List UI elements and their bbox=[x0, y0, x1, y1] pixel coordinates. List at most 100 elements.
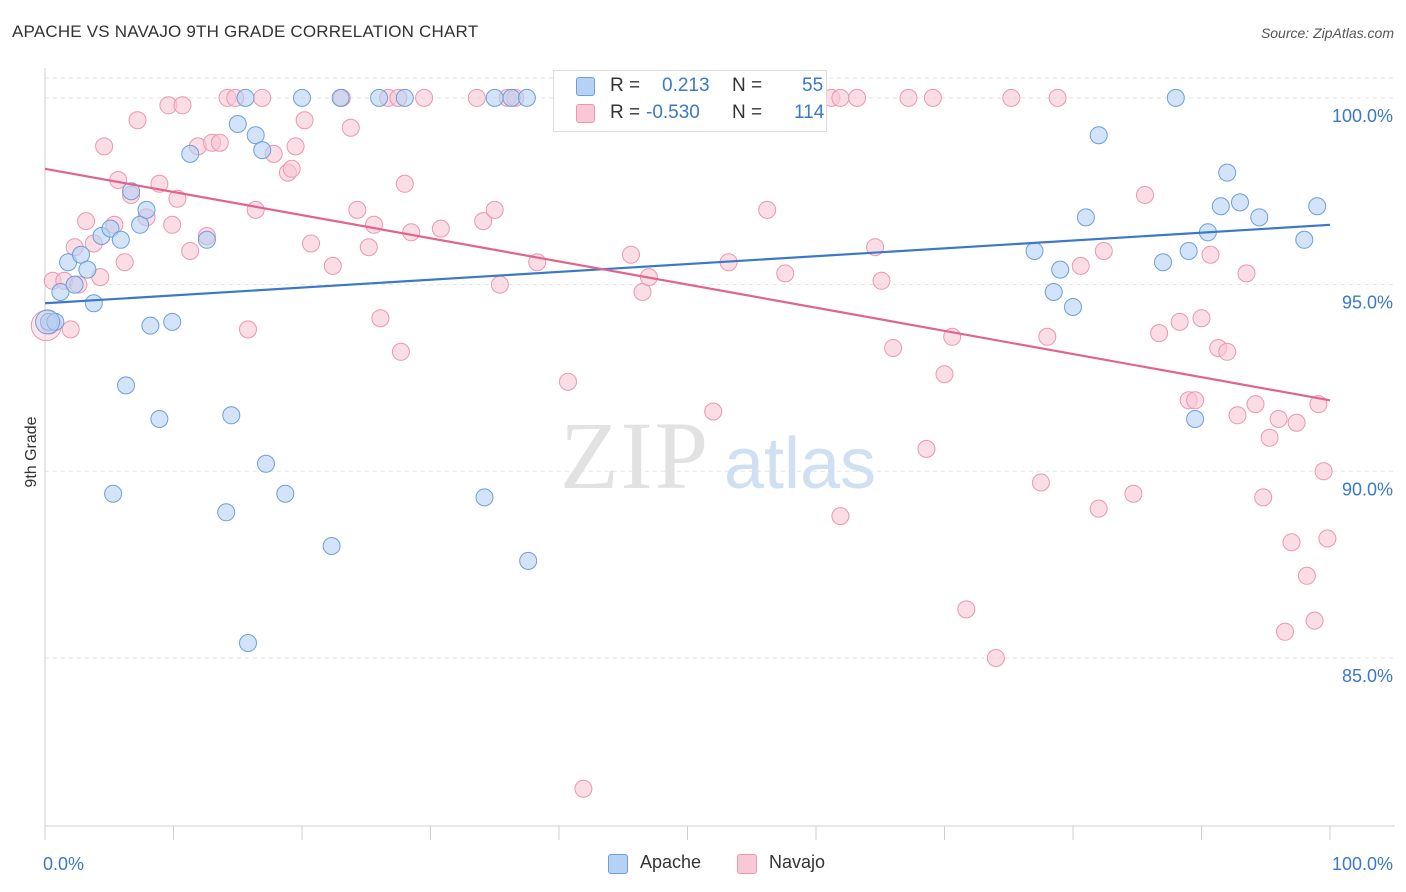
apache-point bbox=[1044, 283, 1063, 301]
navajo-point bbox=[574, 779, 593, 798]
apache-point bbox=[1218, 163, 1237, 182]
apache-point bbox=[217, 503, 236, 522]
navajo-point bbox=[1201, 245, 1220, 264]
navajo-point bbox=[295, 111, 314, 130]
apache-point bbox=[257, 454, 275, 473]
navajo-point bbox=[1192, 309, 1211, 328]
navajo-point bbox=[633, 283, 652, 301]
navajo-point bbox=[323, 256, 342, 275]
apache-r-label: R = bbox=[610, 75, 641, 96]
apache-point bbox=[395, 88, 414, 107]
apache-point bbox=[197, 230, 216, 249]
apache-point bbox=[253, 141, 272, 160]
navajo-trend-line bbox=[44, 167, 1331, 402]
navajo-point bbox=[1254, 488, 1273, 507]
apache-point bbox=[150, 410, 169, 428]
x-tick-label-max: 100.0% bbox=[1332, 854, 1393, 874]
navajo-point bbox=[490, 275, 509, 294]
navajo-point bbox=[1136, 186, 1154, 204]
apache-point bbox=[236, 88, 255, 107]
navajo-point bbox=[391, 342, 410, 361]
apache-point bbox=[84, 294, 103, 313]
y-tick-label: 90.0% bbox=[1342, 479, 1393, 499]
navajo-point bbox=[884, 339, 903, 357]
y-axis-label: 9th Grade bbox=[23, 416, 40, 487]
apache-point bbox=[1154, 253, 1172, 272]
navajo-point bbox=[1031, 473, 1050, 492]
navajo-point bbox=[286, 137, 305, 156]
navajo-point bbox=[986, 649, 1005, 667]
navajo-point bbox=[365, 215, 383, 234]
navajo-point bbox=[1228, 406, 1247, 425]
tick-labels: 85.0% 90.0% 95.0% 100.0% 0.0% 100.0% bbox=[43, 106, 1393, 874]
navajo-point bbox=[957, 600, 976, 619]
apache-point bbox=[222, 406, 241, 425]
navajo-n-value: 114 bbox=[794, 102, 825, 123]
navajo-point bbox=[899, 88, 918, 107]
navajo-point bbox=[61, 320, 80, 339]
source-note: Source: ZipAtlas.com bbox=[1260, 25, 1394, 41]
navajo-point bbox=[559, 372, 577, 391]
navajo-point bbox=[622, 245, 640, 264]
navajo-point bbox=[77, 212, 96, 231]
apache-n-value: 55 bbox=[802, 75, 824, 96]
navajo-point bbox=[210, 133, 229, 152]
navajo-point bbox=[1170, 312, 1189, 331]
apache-point bbox=[1186, 410, 1205, 428]
navajo-point bbox=[1002, 88, 1021, 107]
apache-point bbox=[141, 316, 160, 335]
navajo-n-label: N = bbox=[732, 102, 763, 123]
apache-point bbox=[1025, 242, 1044, 260]
apache-point bbox=[163, 312, 182, 331]
navajo-point bbox=[163, 215, 182, 234]
navajo-point bbox=[239, 320, 257, 339]
apache-n-label: N = bbox=[732, 75, 763, 96]
y-tick-label: 95.0% bbox=[1342, 293, 1393, 313]
navajo-point bbox=[758, 200, 777, 219]
apache-point bbox=[1076, 208, 1095, 227]
apache-point bbox=[475, 488, 494, 507]
apache-point bbox=[239, 634, 257, 652]
apache-point bbox=[72, 245, 90, 264]
navajo-point bbox=[95, 137, 114, 156]
navajo-point bbox=[359, 238, 378, 257]
navajo-point bbox=[467, 88, 486, 107]
apache-point bbox=[131, 215, 150, 234]
navajo-point bbox=[246, 200, 265, 219]
navajo-point bbox=[1124, 484, 1143, 503]
navajo-point bbox=[1218, 342, 1237, 361]
y-tick-label: 100.0% bbox=[1332, 106, 1393, 126]
navajo-point bbox=[1297, 566, 1316, 585]
apache-r-value: 0.213 bbox=[662, 75, 710, 96]
navajo-point bbox=[848, 88, 867, 107]
apache-point bbox=[502, 88, 521, 107]
apache-point bbox=[1231, 193, 1249, 212]
axes bbox=[44, 68, 1395, 840]
apache-point bbox=[1308, 197, 1327, 216]
apache-point bbox=[65, 275, 84, 294]
navajo-point bbox=[831, 507, 850, 526]
navajo-point bbox=[1237, 264, 1256, 283]
y-tick-label: 85.0% bbox=[1342, 666, 1393, 686]
navajo-point bbox=[485, 200, 504, 219]
apache-point bbox=[293, 88, 311, 107]
apache-point bbox=[322, 537, 341, 555]
trend-lines bbox=[44, 167, 1331, 402]
navajo-point bbox=[253, 88, 272, 107]
navajo-point bbox=[341, 118, 360, 137]
navajo-point bbox=[1150, 324, 1169, 343]
navajo-point bbox=[348, 200, 367, 219]
navajo-point bbox=[1318, 529, 1337, 548]
apache-point bbox=[35, 309, 61, 335]
navajo-point bbox=[1038, 327, 1057, 346]
navajo-legend-swatch bbox=[737, 854, 757, 874]
apache-point bbox=[111, 230, 130, 249]
apache-point bbox=[485, 88, 504, 107]
navajo-point bbox=[1314, 462, 1333, 481]
navajo-point bbox=[1276, 622, 1294, 641]
navajo-point bbox=[371, 309, 390, 328]
correlation-legend: R = 0.213 N = 55 R = -0.530 N = 114 bbox=[553, 70, 827, 132]
apache-point bbox=[1295, 230, 1314, 249]
apache-point bbox=[1064, 298, 1082, 316]
navajo-point bbox=[1246, 395, 1265, 414]
